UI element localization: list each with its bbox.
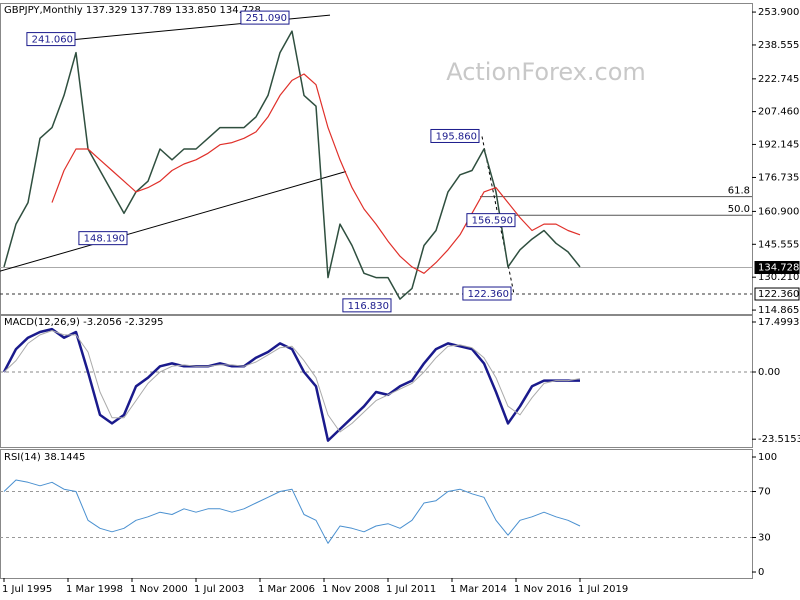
y-tick-label: -23.5153 <box>758 434 800 445</box>
x-tick-label: 1 Nov 2000 <box>130 584 188 595</box>
fib-label: 50.0 <box>728 204 750 215</box>
price-marker-label: 122.360 <box>758 289 799 300</box>
annotation-label: 116.830 <box>348 301 389 312</box>
y-tick-label: 222.745 <box>758 74 799 85</box>
y-tick-label: 17.4993 <box>758 317 799 328</box>
y-tick-label: 0.00 <box>758 367 780 378</box>
price-marker-box <box>754 287 800 301</box>
y-tick-label: 30 <box>758 533 771 544</box>
annotation-box <box>26 32 76 47</box>
annotation-box <box>240 10 290 25</box>
y-tick-label: 238.555 <box>758 40 799 51</box>
y-tick-label: 70 <box>758 487 771 498</box>
annotation-box <box>466 213 516 228</box>
y-tick-label: 192.145 <box>758 139 799 150</box>
annotation-label: 156.590 <box>472 216 513 227</box>
annotation-label: 251.090 <box>246 13 287 24</box>
x-tick-label: 1 Mar 2006 <box>258 584 315 595</box>
series-line <box>51 73 581 274</box>
x-tick-label: 1 Jul 2019 <box>578 584 628 595</box>
x-tick-label: 1 Mar 1998 <box>66 584 123 595</box>
trendline <box>0 171 347 272</box>
x-tick-label: 1 Jul 2003 <box>194 584 244 595</box>
y-tick-label: 160.900 <box>758 206 799 217</box>
price-marker-box <box>754 261 800 275</box>
x-tick-label: 1 Nov 2016 <box>514 584 572 595</box>
y-tick-label: 207.460 <box>758 107 799 118</box>
series-line <box>2 327 580 442</box>
annotation-box <box>462 286 512 301</box>
annotation-label: 241.060 <box>32 35 73 46</box>
annotation-box <box>342 298 392 313</box>
y-tick-label: 176.735 <box>758 172 799 183</box>
annotation-label: 195.860 <box>436 131 477 142</box>
y-tick-label: 145.555 <box>758 239 799 250</box>
fib-label: 61.8 <box>728 186 750 197</box>
annotation-label: 122.360 <box>468 289 509 300</box>
watermark: ActionForex.com <box>446 58 646 86</box>
rsi-panel <box>0 449 753 579</box>
x-tick-label: 1 Jul 1995 <box>2 584 52 595</box>
rsi-title: RSI(14) 38.1445 <box>4 452 85 463</box>
price-marker-label: 134.728 <box>758 263 799 274</box>
chart-title: GBPJPY,Monthly 137.329 137.789 133.850 1… <box>4 5 261 16</box>
y-tick-label: 130.210 <box>758 272 799 283</box>
y-tick-label: 114.865 <box>758 305 799 316</box>
x-tick-label: 1 Nov 2008 <box>322 584 380 595</box>
y-tick-label: 100 <box>758 452 777 463</box>
trendline <box>73 14 331 41</box>
x-tick-label: 1 Jul 2011 <box>386 584 436 595</box>
annotation-box <box>430 128 480 143</box>
y-tick-label: 0 <box>758 567 764 578</box>
series-line <box>3 330 581 433</box>
macd-panel <box>0 315 753 448</box>
x-tick-label: 1 Mar 2014 <box>450 584 507 595</box>
macd-title: MACD(12,26,9) -3.2056 -2.3295 <box>4 317 164 328</box>
series-line <box>3 479 581 544</box>
annotation-label: 148.190 <box>84 234 125 245</box>
price-panel <box>0 3 753 315</box>
annotation-box <box>78 231 128 246</box>
series-line <box>3 30 581 300</box>
y-tick-label: 253.900 <box>758 7 799 18</box>
